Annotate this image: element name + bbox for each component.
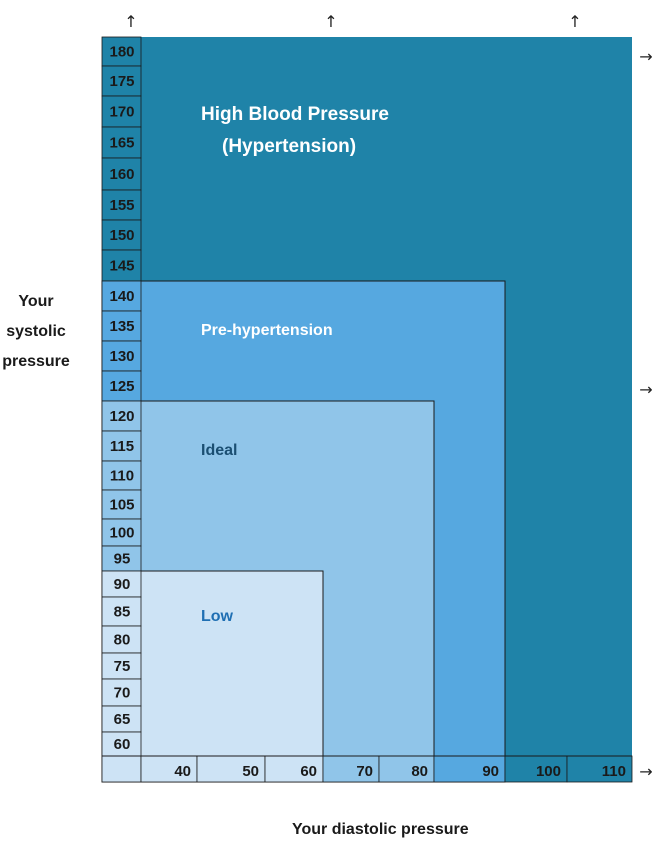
y-tick-label: 110 [110, 468, 134, 485]
x-tick-label: 70 [356, 763, 373, 780]
y-tick-label: 135 [109, 318, 134, 335]
x-tick-label: 80 [411, 763, 428, 780]
x-tick-label: 40 [174, 763, 191, 780]
y-tick-cell [101, 625, 142, 654]
up-arrow: ↑ [124, 12, 137, 31]
x-tick-cell [504, 755, 568, 783]
y-tick-cell [101, 126, 142, 159]
x-axis-title: Your diastolic pressure [292, 821, 469, 838]
y-tick-cell [101, 157, 142, 191]
right-arrow: → [639, 380, 652, 399]
right-arrow: → [639, 762, 652, 781]
x-tick-label: 110 [602, 763, 626, 780]
x-tick-cell [378, 755, 435, 783]
y-tick-label: 130 [109, 348, 134, 365]
y-tick-label: 100 [109, 525, 134, 542]
x-axis-corner-cell [101, 755, 142, 783]
y-tick-label: 120 [109, 408, 134, 425]
y-tick-cell [101, 652, 142, 680]
y-tick-cell [101, 731, 142, 757]
y-tick-label: 65 [114, 711, 131, 728]
y-axis-title-line: pressure [2, 353, 70, 370]
y-tick-cell [101, 596, 142, 627]
y-tick-label: 145 [109, 258, 134, 275]
y-tick-cell [101, 545, 142, 572]
x-tick-label: 50 [242, 763, 259, 780]
x-tick-label: 90 [482, 763, 499, 780]
y-tick-label: 170 [109, 104, 134, 121]
y-axis-title: Your systolic pressure [0, 287, 72, 377]
up-arrow: ↑ [568, 12, 581, 31]
y-tick-cell [101, 678, 142, 707]
up-arrow: ↑ [324, 12, 337, 31]
y-tick-cell [101, 310, 142, 342]
y-tick-label: 90 [114, 576, 131, 593]
y-tick-label: 160 [109, 166, 134, 183]
zone-label: High Blood Pressure [201, 104, 389, 125]
y-tick-label: 105 [109, 497, 134, 514]
x-tick-label: 100 [536, 763, 561, 780]
y-tick-label: 155 [109, 197, 134, 214]
right-arrow: → [639, 47, 652, 66]
y-axis-title-line: Your [18, 293, 54, 310]
y-tick-cell [101, 570, 142, 598]
x-tick-cell [264, 755, 324, 783]
zone-label: Ideal [201, 442, 237, 459]
y-tick-label: 180 [109, 44, 134, 61]
y-tick-cell [101, 370, 142, 402]
zone-label: Pre-hypertension [201, 322, 333, 339]
y-tick-label: 175 [109, 73, 134, 90]
y-tick-label: 75 [114, 658, 131, 675]
x-tick-cell [140, 755, 198, 783]
y-tick-cell [101, 489, 142, 520]
y-tick-label: 60 [114, 736, 131, 753]
y-tick-label: 125 [109, 378, 134, 395]
y-tick-cell [101, 518, 142, 547]
x-tick-label: 60 [300, 763, 317, 780]
y-tick-cell [101, 219, 142, 251]
y-tick-cell [101, 430, 142, 462]
y-tick-cell [101, 280, 142, 312]
y-tick-cell [101, 340, 142, 372]
y-tick-label: 150 [109, 227, 134, 244]
y-tick-label: 80 [114, 632, 131, 649]
y-tick-cell [101, 460, 142, 491]
zone-label: Low [201, 608, 234, 625]
y-tick-label: 165 [109, 135, 134, 152]
y-tick-cell [101, 400, 142, 432]
y-tick-label: 85 [114, 604, 131, 621]
y-tick-label: 70 [114, 685, 131, 702]
y-tick-label: 140 [109, 288, 134, 305]
y-tick-cell [101, 189, 142, 221]
y-tick-cell [101, 705, 142, 733]
y-tick-label: 95 [114, 551, 131, 568]
zone-sublabel: (Hypertension) [222, 136, 356, 157]
y-axis-title-line: systolic [6, 323, 66, 340]
y-tick-label: 115 [110, 438, 134, 455]
